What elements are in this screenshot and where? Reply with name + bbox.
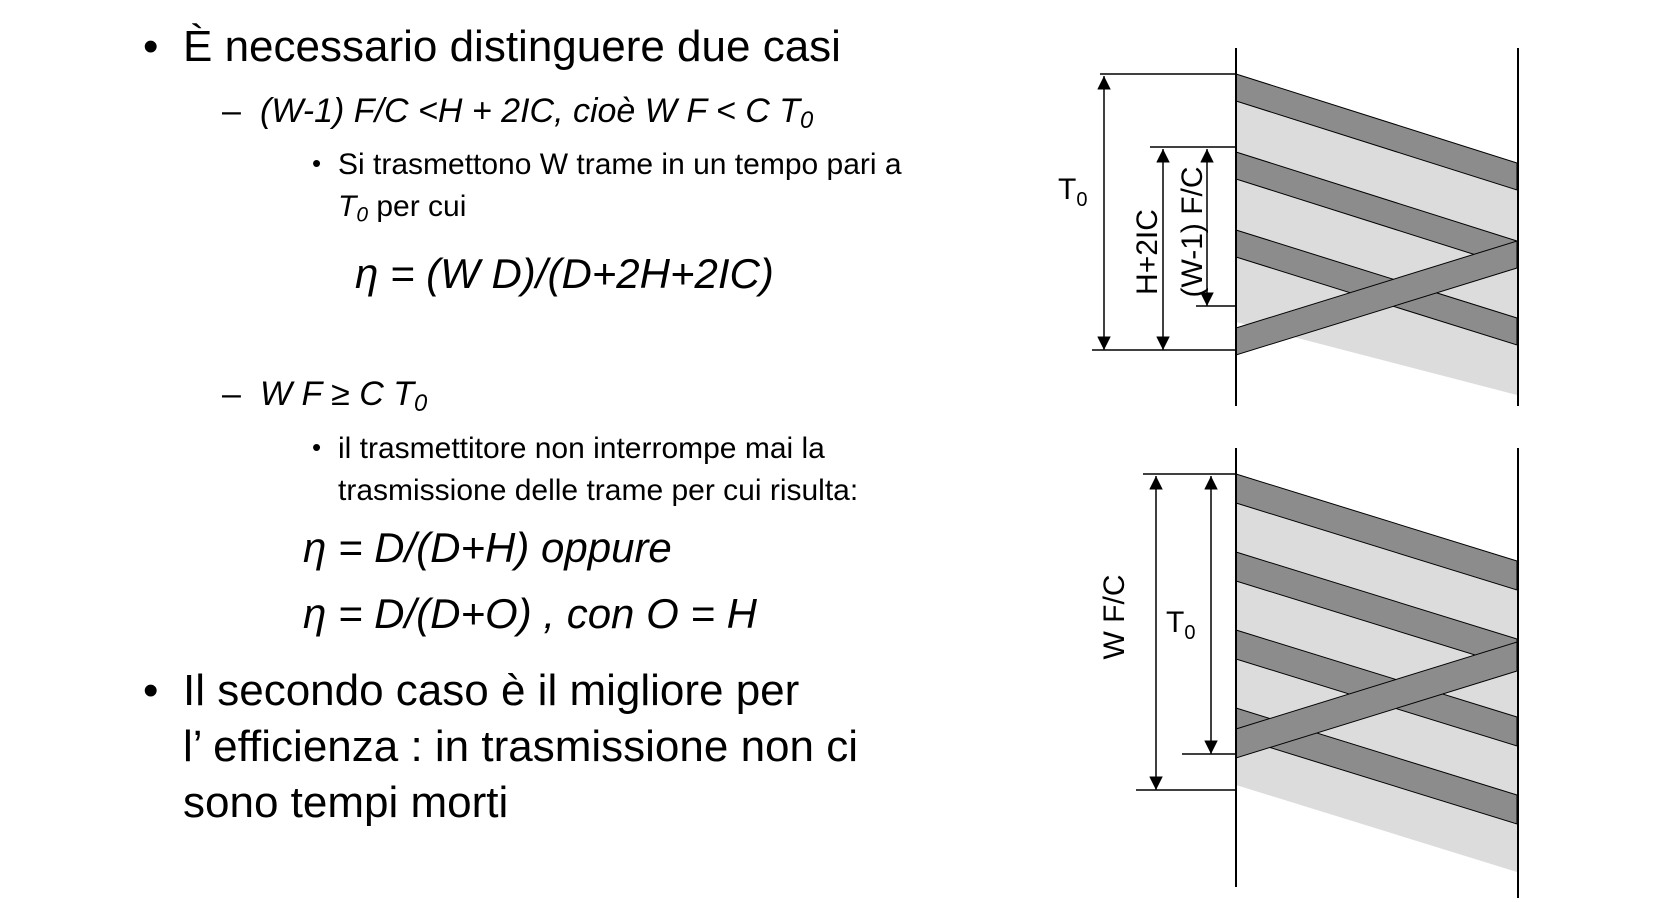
bullet: • — [143, 666, 159, 715]
case-2-desc-line-1: il trasmettitore non interrompe mai la — [338, 432, 825, 465]
case-1-condition: (W-1) F/C <H + 2IC, cioè W F < C T0 — [260, 92, 814, 134]
top-h2ic-label: H+2IC — [1131, 209, 1164, 295]
small-bullet: • — [312, 432, 322, 462]
small-bullet: • — [312, 148, 322, 178]
dash: – — [222, 375, 241, 413]
bottom-diagram: W F/C T0 — [1098, 448, 1519, 898]
top-diagram: T0 H+2IC (W-1) F/C — [1058, 48, 1519, 406]
case-2-desc-line-2: trasmissione delle trame per cui risulta… — [338, 474, 859, 507]
top-w1fc-label: (W-1) F/C — [1176, 166, 1209, 297]
dash: – — [222, 92, 241, 130]
case-2-condition: W F ≥ C T0 — [260, 375, 428, 417]
bullet-1-text: È necessario distinguere due casi — [183, 22, 841, 71]
bottom-wfc-label: W F/C — [1098, 575, 1131, 660]
bullet-2-line-1: Il secondo caso è il migliore per — [183, 666, 800, 715]
equation-2: η = D/(D+H) oppure — [303, 524, 672, 571]
top-t0-label: T0 — [1058, 173, 1087, 211]
bullet: • — [143, 22, 159, 71]
case-1-desc-line-2: T0 per cui — [338, 190, 467, 227]
case-1-desc-line-1: Si trasmettono W trame in un tempo pari … — [338, 148, 902, 181]
bullet-2-line-3: sono tempi morti — [183, 778, 509, 827]
bullet-2-line-2: l’ efficienza : in trasmissione non ci — [183, 722, 858, 771]
bottom-t0-label: T0 — [1166, 606, 1195, 644]
equation-3: η = D/(D+O) , con O = H — [303, 590, 757, 637]
equation-1: η = (W D)/(D+2H+2IC) — [355, 250, 774, 297]
